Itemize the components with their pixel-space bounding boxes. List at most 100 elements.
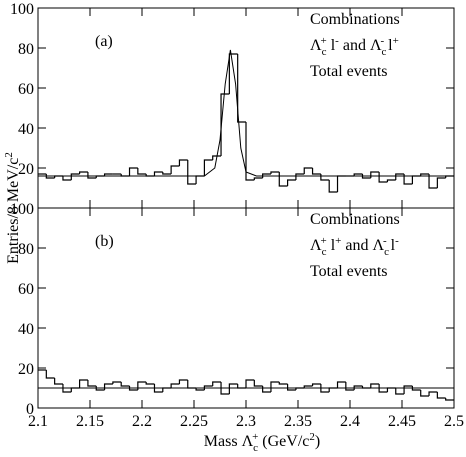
y-tick-label: 0 [26, 401, 34, 418]
histogram-bin [178, 159, 188, 166]
histogram-bin [87, 380, 97, 387]
histogram-bin [370, 383, 380, 388]
text-part: and Λ [339, 37, 382, 54]
x-tick-label: 2.3 [236, 413, 256, 430]
x-tick-label: 2.2 [132, 413, 152, 430]
histogram-bin [137, 168, 147, 175]
y-tick-label: 20 [18, 361, 34, 378]
text-part: Total events [310, 63, 388, 80]
histogram-bin [386, 179, 396, 182]
histogram-bin [411, 175, 421, 184]
annotation: Combinations [310, 11, 400, 28]
histogram-bin [287, 179, 296, 186]
subscript: c [384, 246, 389, 258]
panel-label: (b) [95, 233, 114, 250]
y-tick-label: 80 [18, 41, 34, 58]
histogram-bin [436, 392, 446, 399]
histogram-bin [45, 370, 55, 379]
histogram-bin [170, 383, 180, 388]
x-tick-label: 2.15 [76, 413, 104, 430]
histogram-bin [237, 54, 246, 123]
histogram-bin [328, 387, 338, 392]
histogram-bin [170, 165, 180, 174]
histogram-bin [436, 177, 446, 188]
text-part: Combinations [310, 211, 400, 228]
annotation: Combinations [310, 211, 400, 228]
annotation: Total events [310, 63, 388, 80]
superscript: - [335, 35, 339, 47]
annotation: Λc+ l- and Λc- l+ [310, 35, 399, 58]
histogram-bin [245, 379, 255, 388]
histogram-bin [103, 383, 113, 390]
text-part: (GeV/c [258, 433, 309, 450]
histogram-bin [320, 174, 330, 181]
superscript: - [395, 235, 399, 247]
histogram-bin [62, 384, 72, 393]
x-tick-label: 2.35 [284, 413, 312, 430]
annotation: Λc+ l+ and Λc- l- [310, 235, 399, 258]
text-part: Total events [310, 263, 388, 280]
histogram-bin [270, 171, 280, 174]
text-part: Λ [310, 37, 322, 54]
superscript: - [383, 235, 387, 247]
histogram-bin [70, 387, 80, 392]
histogram-bin [278, 172, 288, 187]
histogram-bin [195, 175, 205, 184]
superscript: + [321, 35, 327, 47]
histogram-bin [195, 388, 205, 391]
superscript: + [335, 235, 341, 247]
histogram-bin [203, 385, 213, 390]
annotation: Total events [310, 263, 388, 280]
subscript: c [382, 46, 387, 58]
text-part: and Λ [341, 237, 384, 254]
histogram-bin [128, 167, 138, 176]
superscript: + [393, 35, 399, 47]
y-tick-label: 100 [10, 1, 34, 18]
histogram-bin [370, 171, 380, 178]
subscript: c [322, 46, 327, 58]
histogram-bin [228, 383, 238, 394]
histogram-bin [79, 171, 88, 174]
histogram-bin [303, 167, 313, 174]
histogram-bin [411, 386, 421, 391]
histogram-bin [87, 172, 97, 179]
histogram-bin [112, 381, 122, 384]
histogram-bin [162, 387, 172, 392]
histogram-bin [220, 93, 230, 156]
histogram-bin [311, 383, 321, 386]
histogram-bin [220, 382, 230, 395]
text-part: l [384, 37, 393, 54]
histogram-bin [420, 173, 430, 176]
histogram-bin [403, 385, 413, 394]
text-part: Combinations [310, 11, 400, 28]
histogram-bin [287, 384, 296, 391]
text-part: Λ [310, 237, 322, 254]
histogram-bin [295, 173, 305, 180]
histogram-bin [103, 173, 113, 176]
y-tick-label: 60 [18, 281, 34, 298]
histogram-bin [378, 384, 388, 393]
histogram-bin [128, 386, 138, 391]
fit-curve [38, 49, 454, 177]
subscript: c [253, 442, 258, 454]
histogram-bin [345, 382, 355, 391]
y-tick-label: 40 [18, 121, 34, 138]
histogram-bin [212, 155, 222, 160]
histogram-bin [445, 398, 454, 401]
histogram-bin [303, 385, 313, 388]
histogram-bin [120, 382, 130, 387]
histogram-bin [153, 384, 163, 393]
histogram-bin [353, 173, 363, 176]
text-part: l [327, 237, 336, 254]
y-axis-label: Entries/8 MeV/c2 [3, 152, 22, 264]
histogram-bin [145, 382, 155, 385]
x-axis-label: Mass Λc+ (GeV/c2) [204, 431, 320, 454]
histogram-bin [262, 386, 271, 393]
histogram-bin [45, 174, 55, 179]
panel-label: (a) [95, 33, 113, 50]
histogram-bin [228, 53, 238, 94]
histogram-bin [79, 379, 88, 388]
histogram-bin [253, 380, 263, 387]
y-tick-label: 60 [18, 81, 34, 98]
